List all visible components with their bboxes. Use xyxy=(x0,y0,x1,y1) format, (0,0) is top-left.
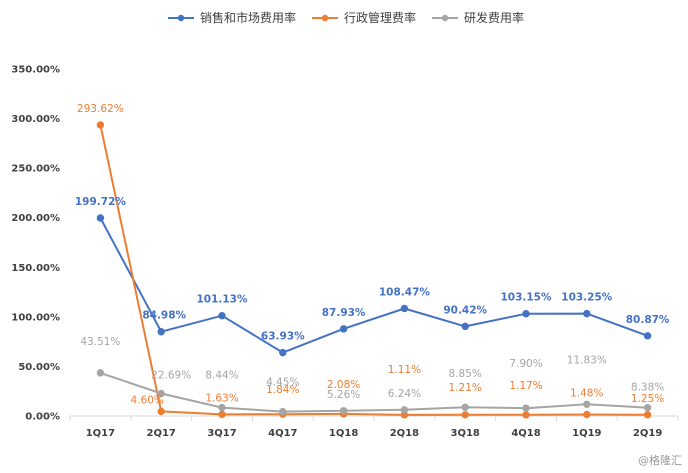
legend-marker xyxy=(177,14,185,22)
data-point xyxy=(400,406,409,414)
data-point xyxy=(643,411,652,419)
series-line xyxy=(100,371,648,413)
x-axis: 1Q17 2Q17 3Q17 4Q17 1Q18 2Q18 3Q18 4Q18 1Q19 2Q19 xyxy=(69,415,679,439)
y-tick-label: 0.00% xyxy=(25,412,60,423)
data-label: 199.72% xyxy=(75,196,127,208)
data-point xyxy=(339,407,348,415)
x-tick-label: 1Q18 xyxy=(329,428,358,439)
data-label: 5.26% xyxy=(327,389,360,401)
data-point xyxy=(400,304,409,313)
data-point xyxy=(96,214,105,222)
data-point xyxy=(522,404,530,412)
data-point xyxy=(157,328,165,336)
data-label: 87.93% xyxy=(322,307,366,319)
data-label: 43.51% xyxy=(80,336,120,348)
data-label: 1.25% xyxy=(631,393,664,405)
data-label: 6.24% xyxy=(388,388,421,400)
y-tick-label: 350.00% xyxy=(11,65,60,76)
x-tick-label: 2Q17 xyxy=(147,428,176,439)
data-point xyxy=(583,400,591,408)
data-label: 7.90% xyxy=(509,358,542,370)
y-tick-label: 250.00% xyxy=(11,164,60,175)
watermark: @格隆汇 xyxy=(638,453,682,467)
y-tick-label: 50.00% xyxy=(18,362,60,373)
data-label: 1.84% xyxy=(266,384,299,396)
data-label: 1.63% xyxy=(205,392,238,404)
legend-item: 行政管理费率 xyxy=(312,10,416,25)
series-2 xyxy=(96,121,652,419)
data-label: 11.83% xyxy=(567,354,607,366)
legend-marker xyxy=(441,14,449,22)
legend-item: 销售和市场费用率 xyxy=(168,10,296,25)
data-point xyxy=(96,369,105,377)
data-point xyxy=(643,403,652,412)
legend-label: 研发费用率 xyxy=(464,10,524,25)
data-label: 4.60% xyxy=(131,394,164,406)
data-label: 90.42% xyxy=(443,304,487,316)
data-label: 4.45% xyxy=(266,377,299,389)
data-label: 103.15% xyxy=(500,292,552,304)
x-tick-label: 4Q17 xyxy=(268,428,297,439)
data-label: 84.98% xyxy=(142,310,186,322)
series-lines xyxy=(96,121,652,419)
data-point xyxy=(461,411,469,419)
x-tick-label: 1Q17 xyxy=(86,428,115,439)
data-point xyxy=(583,309,591,318)
data-label: 1.11% xyxy=(388,364,421,376)
series-3 xyxy=(96,369,652,416)
data-point xyxy=(461,403,469,411)
y-tick-label: 300.00% xyxy=(11,114,60,125)
data-point xyxy=(339,325,348,333)
y-tick-label: 200.00% xyxy=(11,213,60,224)
data-label: 80.87% xyxy=(626,314,670,326)
data-point xyxy=(218,403,226,412)
data-point xyxy=(279,348,287,357)
x-tick-label: 3Q17 xyxy=(207,428,236,439)
data-labels: 199.72% 84.98% 101.13% 63.93% 87.93% 108.47% 9… xyxy=(75,103,670,407)
series-line xyxy=(99,124,648,416)
data-point xyxy=(522,411,530,419)
data-point xyxy=(522,310,530,318)
data-point xyxy=(157,407,165,416)
x-tick-label: 2Q18 xyxy=(390,428,419,439)
data-point xyxy=(461,322,469,331)
y-tick-label: 100.00% xyxy=(11,312,60,323)
x-tick-label: 3Q18 xyxy=(451,428,480,439)
y-tick-label: 150.00% xyxy=(11,263,60,274)
data-label: 101.13% xyxy=(196,294,248,306)
data-point xyxy=(218,410,226,419)
series-line xyxy=(99,217,648,354)
x-tick-label: 1Q19 xyxy=(572,428,601,439)
x-tick-label: 2Q19 xyxy=(633,428,662,439)
data-label: 8.85% xyxy=(449,368,482,380)
data-label: 103.25% xyxy=(561,292,613,304)
data-label: 8.44% xyxy=(205,370,238,382)
y-axis: 0.00% 50.00% 100.00% 150.00% 200.00% 250.00% 3… xyxy=(11,65,60,423)
legend: 销售和市场费用率 行政管理费率 研发费用率 xyxy=(168,10,524,25)
data-label: 63.93% xyxy=(261,331,305,343)
legend-label: 行政管理费率 xyxy=(344,10,416,25)
legend-marker xyxy=(321,14,329,22)
x-tick-label: 4Q18 xyxy=(511,428,540,439)
data-point xyxy=(279,407,287,416)
series-1 xyxy=(96,214,652,357)
data-label: 1.21% xyxy=(449,382,482,394)
data-point xyxy=(96,121,105,129)
data-point xyxy=(583,410,591,419)
data-label: 1.48% xyxy=(570,388,603,400)
data-point xyxy=(643,332,652,340)
data-point xyxy=(218,312,226,320)
data-label: 8.38% xyxy=(631,382,664,394)
legend-label: 销售和市场费用率 xyxy=(200,10,296,25)
data-label: 293.62% xyxy=(77,103,124,115)
data-label: 22.69% xyxy=(151,370,191,382)
data-point xyxy=(157,389,165,398)
data-label: 2.08% xyxy=(327,379,360,391)
data-label: 108.47% xyxy=(379,286,431,298)
legend-item: 研发费用率 xyxy=(432,10,524,25)
data-label: 1.17% xyxy=(509,380,542,392)
